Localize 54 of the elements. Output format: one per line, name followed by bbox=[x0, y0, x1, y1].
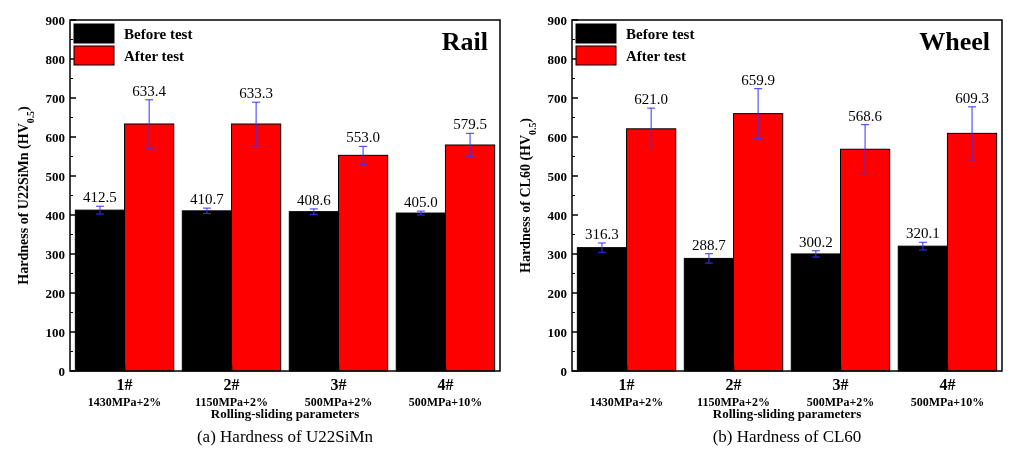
y-tick-label: 200 bbox=[547, 286, 567, 301]
annotation: Rail bbox=[441, 27, 488, 56]
y-tick-label: 600 bbox=[547, 130, 567, 145]
y-tick-label: 0 bbox=[58, 364, 65, 379]
data-label: 405.0 bbox=[403, 194, 438, 211]
legend-label: Before test bbox=[626, 26, 695, 42]
data-label: 553.0 bbox=[346, 129, 380, 146]
data-label: 609.3 bbox=[955, 89, 989, 106]
x-tick-label: 4# 500MPa+10% bbox=[910, 376, 985, 409]
y-tick-label: 800 bbox=[547, 52, 567, 67]
annotation: Wheel bbox=[919, 27, 990, 56]
y-tick-label: 700 bbox=[45, 91, 65, 106]
y-tick-label: 500 bbox=[547, 169, 567, 184]
x-tick-label: 1# 1430MPa+2% bbox=[589, 376, 664, 409]
data-label: 300.2 bbox=[799, 233, 833, 250]
x-tick-label: 2# 1150MPa+2% bbox=[195, 376, 268, 409]
text: (a) Hardness of U22SiMn bbox=[196, 427, 374, 446]
data-label: 579.5 bbox=[453, 116, 487, 133]
x-axis-title: Rolling-sliding parameters bbox=[210, 406, 360, 421]
y-tick-label: 100 bbox=[45, 325, 65, 340]
y-tick-label: 600 bbox=[45, 130, 65, 145]
data-label: 288.7 bbox=[692, 236, 727, 253]
y-tick-label: 300 bbox=[547, 247, 567, 262]
data-label: 633.3 bbox=[239, 85, 273, 102]
x-tick-label: 2# 1150MPa+2% bbox=[697, 376, 770, 409]
y-tick-label: 900 bbox=[547, 13, 567, 28]
x-axis-title: Rolling-sliding parameters bbox=[712, 406, 862, 421]
data-label: 633.4 bbox=[132, 82, 167, 99]
data-label: 621.0 bbox=[634, 91, 669, 108]
x-tick-label: 4# 500MPa+10% bbox=[408, 376, 483, 409]
legend-label: After test bbox=[124, 48, 185, 64]
y-tick-label: 400 bbox=[45, 208, 65, 223]
y-tick-label: 200 bbox=[45, 286, 65, 301]
x-tick-label: 3# 500MPa+2% bbox=[304, 376, 373, 409]
y-tick-label: 700 bbox=[547, 91, 567, 106]
data-label: 316.3 bbox=[585, 225, 619, 242]
data-label: 412.5 bbox=[83, 189, 117, 206]
y-tick-label: 100 bbox=[547, 325, 567, 340]
y-tick-label: 300 bbox=[45, 247, 65, 262]
y-tick-label: 800 bbox=[45, 52, 65, 67]
y-tick-label: 500 bbox=[45, 169, 65, 184]
legend-label: Before test bbox=[124, 26, 193, 42]
x-tick-label: 1# 1430MPa+2% bbox=[87, 376, 162, 409]
data-label: 659.9 bbox=[741, 71, 775, 88]
y-tick-label: 0 bbox=[560, 364, 567, 379]
legend-label: After test bbox=[626, 48, 687, 64]
y-tick-label: 900 bbox=[45, 13, 65, 28]
data-label: 320.1 bbox=[905, 225, 940, 242]
data-label: 568.6 bbox=[848, 107, 883, 124]
text: (b) Hardness of CL60 bbox=[712, 427, 862, 446]
data-label: 408.6 bbox=[297, 191, 332, 208]
x-tick-label: 3# 500MPa+2% bbox=[806, 376, 875, 409]
y-tick-label: 400 bbox=[547, 208, 567, 223]
data-label: 410.7 bbox=[190, 191, 225, 208]
